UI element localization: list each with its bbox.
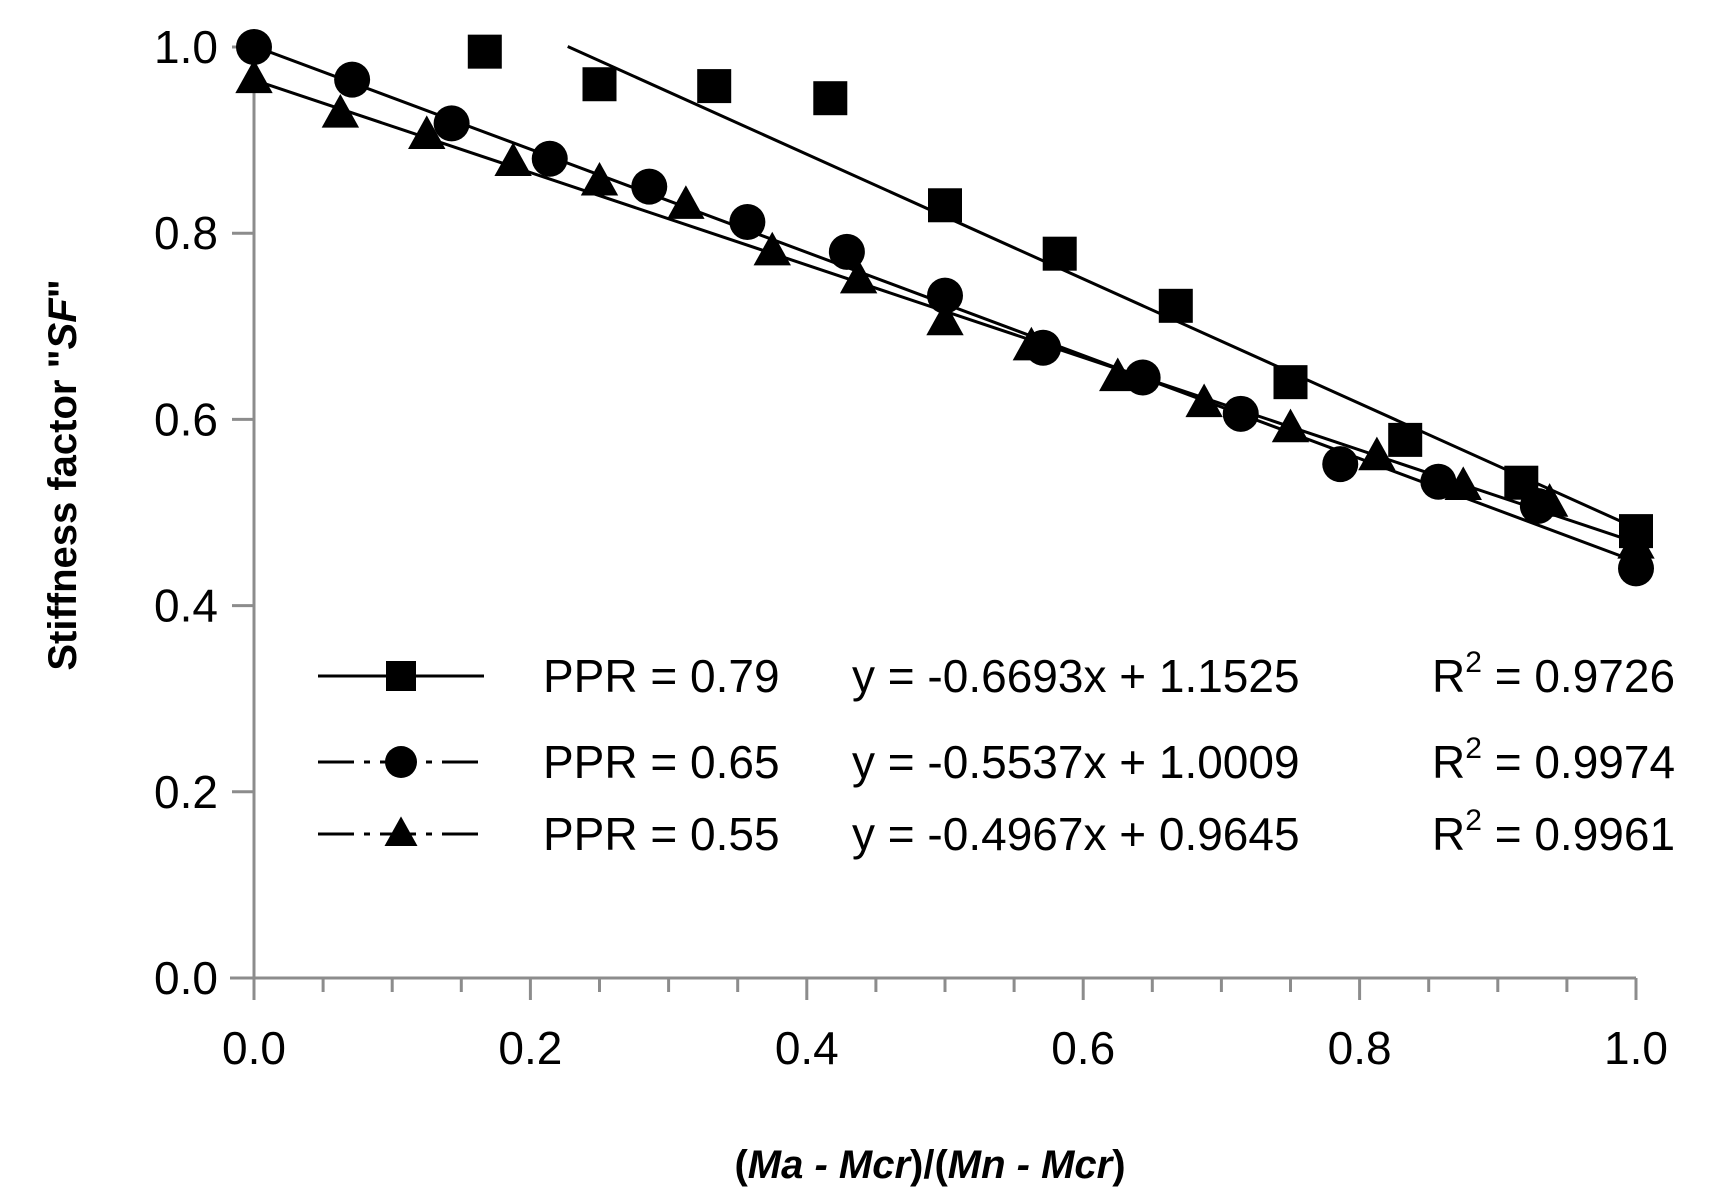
data-point-triangle-series-2 <box>1530 483 1569 517</box>
y-tick-label: 0.2 <box>154 766 218 818</box>
legend-r2-series-0: R2 = 0.9726 <box>1432 646 1675 702</box>
data-point-square-series-0 <box>697 69 732 104</box>
legend-marker-series-1 <box>385 746 417 778</box>
data-point-square-series-0 <box>813 81 848 116</box>
y-tick-label: 0.4 <box>154 580 218 632</box>
data-point-circle-series-1 <box>1322 446 1359 483</box>
data-point-triangle-series-2 <box>321 94 360 128</box>
data-point-circle-series-1 <box>631 168 668 205</box>
legend-equation-series-2: y = -0.4967x + 0.9645 <box>852 808 1300 860</box>
data-point-square-series-0 <box>467 34 502 69</box>
y-axis-title-part: " <box>41 279 85 298</box>
data-point-triangle-series-2 <box>926 301 964 336</box>
data-point-triangle-series-2 <box>1444 466 1482 500</box>
x-axis-title-part: ) <box>1112 1143 1125 1187</box>
data-point-triangle-series-2 <box>1617 525 1655 559</box>
x-tick-label: 0.6 <box>1051 1022 1115 1074</box>
x-axis-title-part: Mn - Mcr <box>948 1143 1115 1187</box>
x-tick-label: 1.0 <box>1604 1022 1668 1074</box>
y-axis-title: Stiffness factor "SF" <box>41 279 85 670</box>
x-tick-label: 0.0 <box>222 1022 286 1074</box>
y-tick-label: 0.8 <box>154 207 218 259</box>
data-point-circle-series-1 <box>334 61 371 98</box>
r2-value: = 0.9726 <box>1482 650 1675 702</box>
x-axis-title-part: Ma - Mcr <box>748 1143 913 1187</box>
data-point-square-series-0 <box>582 67 617 102</box>
x-tick-label: 0.8 <box>1328 1022 1392 1074</box>
data-point-circle-series-1 <box>236 29 272 65</box>
x-tick-label: 0.2 <box>498 1022 562 1074</box>
data-markers <box>235 29 1655 587</box>
legend: PPR = 0.79 y = -0.6693x + 1.1525 R2 = 0.97… <box>318 646 1675 860</box>
legend-r2-series-1: R2 = 0.9974 <box>1432 732 1675 788</box>
data-point-square-series-0 <box>1273 365 1308 400</box>
fit-line-series-0 <box>567 45 1637 530</box>
legend-equation-series-1: y = -0.5537x + 1.0009 <box>852 736 1300 788</box>
x-axis-title-part: ( <box>734 1143 748 1187</box>
legend-label-series-2: PPR = 0.55 <box>543 808 780 860</box>
r2-label: R <box>1432 736 1465 788</box>
legend-label-series-0: PPR = 0.79 <box>543 650 780 702</box>
data-point-triangle-series-2 <box>235 59 273 94</box>
legend-marker-series-2 <box>384 816 418 846</box>
y-axis-title-part: SF <box>41 297 85 350</box>
y-tick-label: 0.0 <box>154 952 218 1004</box>
data-point-triangle-series-2 <box>753 231 791 266</box>
x-axis-title: (Ma - Mcr)/(Mn - Mcr) <box>734 1143 1125 1187</box>
data-point-square-series-0 <box>1158 288 1193 323</box>
r2-superscript: 2 <box>1465 646 1482 679</box>
data-point-triangle-series-2 <box>1358 436 1396 471</box>
r2-superscript: 2 <box>1465 732 1482 765</box>
data-point-triangle-series-2 <box>408 115 446 150</box>
x-axis-title-part: )/( <box>910 1143 948 1187</box>
data-point-circle-series-1 <box>1618 550 1654 587</box>
data-point-circle-series-1 <box>729 204 766 241</box>
y-tick-label: 1.0 <box>154 21 218 73</box>
r2-superscript: 2 <box>1465 804 1482 837</box>
data-point-square-series-0 <box>928 188 962 223</box>
r2-label: R <box>1432 808 1465 860</box>
data-point-triangle-series-2 <box>667 185 705 219</box>
data-point-triangle-series-2 <box>839 259 878 294</box>
axes: 0.0 0.2 0.4 0.6 0.8 1.0 0.0 0.2 0.4 0.6 0.8 1.0 <box>154 21 1668 1074</box>
axis-titles: (Ma - Mcr)/(Mn - Mcr) Stiffness factor "S… <box>41 279 1126 1187</box>
data-point-circle-series-1 <box>1222 395 1259 432</box>
data-point-triangle-series-2 <box>580 161 619 196</box>
data-point-circle-series-1 <box>828 233 865 270</box>
data-point-circle-series-1 <box>433 105 470 142</box>
data-point-triangle-series-2 <box>494 142 532 177</box>
data-point-triangle-series-2 <box>1099 357 1137 392</box>
data-point-circle-series-1 <box>927 277 963 314</box>
data-point-triangle-series-2 <box>1271 408 1310 443</box>
data-point-circle-series-1 <box>531 140 568 177</box>
legend-label-series-1: PPR = 0.65 <box>543 736 780 788</box>
data-point-circle-series-1 <box>1420 463 1457 500</box>
legend-marker-series-0 <box>386 661 416 691</box>
data-point-triangle-series-2 <box>1012 326 1051 361</box>
legend-equation-series-0: y = -0.6693x + 1.1525 <box>852 650 1300 702</box>
y-axis-title-part: Stiffness factor " <box>41 349 85 670</box>
data-point-square-series-0 <box>1042 236 1077 271</box>
data-point-square-series-0 <box>1388 422 1423 457</box>
r2-value: = 0.9961 <box>1482 808 1675 860</box>
data-point-triangle-series-2 <box>1185 383 1223 418</box>
r2-label: R <box>1432 650 1465 702</box>
x-tick-label: 0.4 <box>775 1022 839 1074</box>
y-tick-label: 0.6 <box>154 393 218 445</box>
r2-value: = 0.9974 <box>1482 736 1675 788</box>
legend-r2-series-2: R2 = 0.9961 <box>1432 804 1675 860</box>
